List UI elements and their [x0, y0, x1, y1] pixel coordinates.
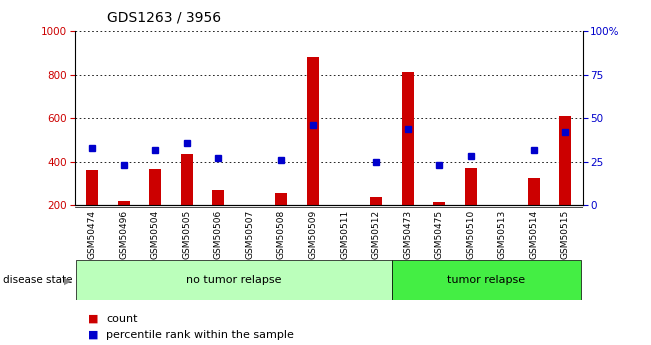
Text: GSM50513: GSM50513 [498, 210, 506, 259]
Text: no tumor relapse: no tumor relapse [186, 275, 282, 285]
Bar [370, 197, 382, 205]
Bar [307, 57, 319, 205]
Text: GSM50504: GSM50504 [151, 210, 159, 259]
Bar [528, 178, 540, 205]
Text: percentile rank within the sample: percentile rank within the sample [106, 330, 294, 339]
Bar [465, 168, 477, 205]
Bar [433, 202, 445, 205]
Bar [76, 260, 392, 300]
Text: GSM50515: GSM50515 [561, 210, 570, 259]
Text: GSM50473: GSM50473 [403, 210, 412, 259]
Text: GSM50509: GSM50509 [309, 210, 318, 259]
Text: GSM50512: GSM50512 [372, 210, 381, 259]
Text: GSM50514: GSM50514 [529, 210, 538, 259]
Text: GSM50507: GSM50507 [245, 210, 255, 259]
Text: ■: ■ [88, 314, 98, 324]
Bar [181, 154, 193, 205]
Text: tumor relapse: tumor relapse [447, 275, 525, 285]
Bar [212, 190, 225, 205]
Text: GSM50474: GSM50474 [88, 210, 97, 259]
Text: GSM50508: GSM50508 [277, 210, 286, 259]
Bar [86, 170, 98, 205]
Text: ▶: ▶ [64, 275, 72, 285]
Text: count: count [106, 314, 137, 324]
Bar [392, 260, 581, 300]
Text: GSM50506: GSM50506 [214, 210, 223, 259]
Bar [559, 116, 572, 205]
Text: GSM50505: GSM50505 [182, 210, 191, 259]
Text: disease state: disease state [3, 275, 73, 285]
Bar [275, 193, 288, 205]
Text: GSM50510: GSM50510 [466, 210, 475, 259]
Bar [118, 201, 130, 205]
Text: GSM50496: GSM50496 [119, 210, 128, 259]
Bar [149, 169, 161, 205]
Bar [402, 72, 413, 205]
Text: GSM50511: GSM50511 [340, 210, 349, 259]
Text: GDS1263 / 3956: GDS1263 / 3956 [107, 10, 221, 24]
Text: GSM50475: GSM50475 [435, 210, 443, 259]
Text: ■: ■ [88, 330, 98, 339]
